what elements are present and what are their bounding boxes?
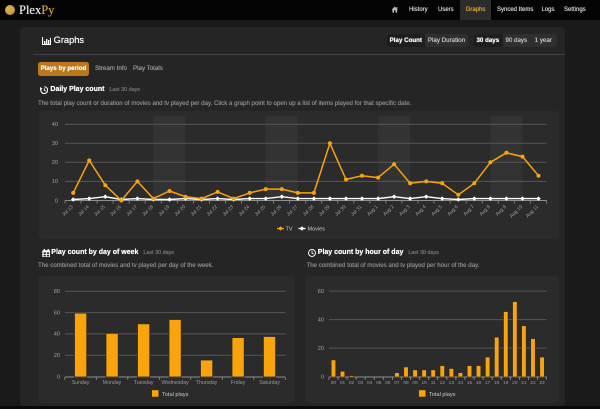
- svg-text:02: 02: [349, 380, 355, 386]
- svg-text:13: 13: [449, 380, 455, 386]
- svg-text:Jul 31: Jul 31: [350, 204, 364, 218]
- svg-text:TV: TV: [286, 227, 293, 233]
- svg-text:22: 22: [530, 380, 536, 386]
- svg-text:17: 17: [485, 380, 491, 386]
- svg-text:18: 18: [494, 380, 500, 386]
- svg-text:12: 12: [440, 380, 446, 386]
- svg-text:Jul 25: Jul 25: [254, 204, 268, 218]
- svg-text:30: 30: [52, 141, 58, 147]
- svg-text:10: 10: [421, 380, 427, 386]
- svg-text:Aug 3: Aug 3: [398, 204, 411, 217]
- svg-text:Aug 11: Aug 11: [525, 204, 540, 219]
- svg-text:Jul 26: Jul 26: [270, 204, 284, 218]
- svg-text:Jul 20: Jul 20: [173, 204, 187, 218]
- svg-text:11: 11: [431, 380, 436, 386]
- svg-text:Thursday: Thursday: [196, 380, 218, 386]
- svg-text:Jul 23: Jul 23: [222, 204, 236, 218]
- svg-text:05: 05: [376, 380, 382, 386]
- svg-text:09: 09: [412, 380, 418, 386]
- svg-text:Aug 2: Aug 2: [382, 204, 395, 217]
- svg-text:06: 06: [385, 380, 391, 386]
- svg-text:Sunday: Sunday: [72, 380, 90, 386]
- svg-text:Aug 8: Aug 8: [479, 204, 492, 217]
- svg-text:Jul 19: Jul 19: [157, 204, 171, 218]
- svg-text:Jul 28: Jul 28: [302, 204, 316, 218]
- svg-text:40: 40: [52, 122, 58, 128]
- svg-text:23: 23: [539, 380, 545, 386]
- svg-text:04: 04: [367, 380, 373, 386]
- svg-text:08: 08: [403, 380, 409, 386]
- svg-text:Jul 18: Jul 18: [141, 204, 155, 218]
- svg-text:Saturday: Saturday: [259, 380, 280, 386]
- svg-text:Jul 13: Jul 13: [61, 204, 75, 218]
- svg-text:Jul 29: Jul 29: [318, 204, 332, 218]
- svg-text:Total plays: Total plays: [429, 392, 456, 398]
- svg-text:Aug 6: Aug 6: [446, 204, 459, 217]
- svg-text:40: 40: [54, 332, 60, 338]
- svg-text:0: 0: [55, 198, 58, 204]
- svg-text:07: 07: [394, 380, 400, 386]
- svg-text:15: 15: [467, 380, 473, 386]
- svg-text:03: 03: [358, 380, 364, 386]
- svg-text:80: 80: [54, 289, 60, 295]
- svg-text:Wednesday: Wednesday: [161, 380, 189, 386]
- svg-text:Movies: Movies: [308, 227, 326, 233]
- svg-text:40: 40: [318, 317, 324, 323]
- svg-text:20: 20: [318, 346, 324, 352]
- svg-text:Aug 5: Aug 5: [430, 204, 443, 217]
- svg-text:Monday: Monday: [103, 380, 122, 386]
- svg-text:Jul 27: Jul 27: [286, 204, 300, 218]
- svg-text:Jul 17: Jul 17: [125, 204, 139, 218]
- svg-text:0: 0: [321, 374, 324, 380]
- svg-text:19: 19: [503, 380, 509, 386]
- svg-text:Total plays: Total plays: [162, 392, 189, 398]
- svg-text:Jul 16: Jul 16: [109, 204, 123, 218]
- svg-text:16: 16: [476, 380, 482, 386]
- svg-text:Aug 7: Aug 7: [462, 204, 475, 217]
- svg-text:Aug 1: Aug 1: [366, 204, 379, 217]
- svg-text:Jul 22: Jul 22: [206, 204, 220, 218]
- svg-text:14: 14: [458, 380, 464, 386]
- svg-text:20: 20: [54, 353, 60, 359]
- svg-text:Friday: Friday: [231, 380, 246, 386]
- svg-text:60: 60: [54, 310, 60, 316]
- svg-text:Tuesday: Tuesday: [134, 380, 154, 386]
- svg-text:Jul 21: Jul 21: [190, 204, 204, 218]
- svg-text:Jul 30: Jul 30: [334, 204, 348, 218]
- svg-text:Jul 15: Jul 15: [93, 204, 107, 218]
- svg-text:21: 21: [521, 380, 527, 386]
- svg-text:10: 10: [52, 179, 58, 185]
- svg-text:0: 0: [57, 374, 60, 380]
- svg-text:20: 20: [512, 380, 518, 386]
- svg-text:Jul 14: Jul 14: [77, 204, 91, 218]
- svg-text:Aug 9: Aug 9: [495, 204, 508, 217]
- svg-text:Aug 4: Aug 4: [414, 204, 427, 217]
- svg-text:00: 00: [331, 380, 337, 386]
- svg-text:20: 20: [52, 160, 58, 166]
- svg-text:60: 60: [318, 289, 324, 295]
- svg-text:Aug 10: Aug 10: [509, 204, 524, 219]
- svg-text:01: 01: [340, 380, 346, 386]
- svg-text:Jul 24: Jul 24: [238, 204, 252, 218]
